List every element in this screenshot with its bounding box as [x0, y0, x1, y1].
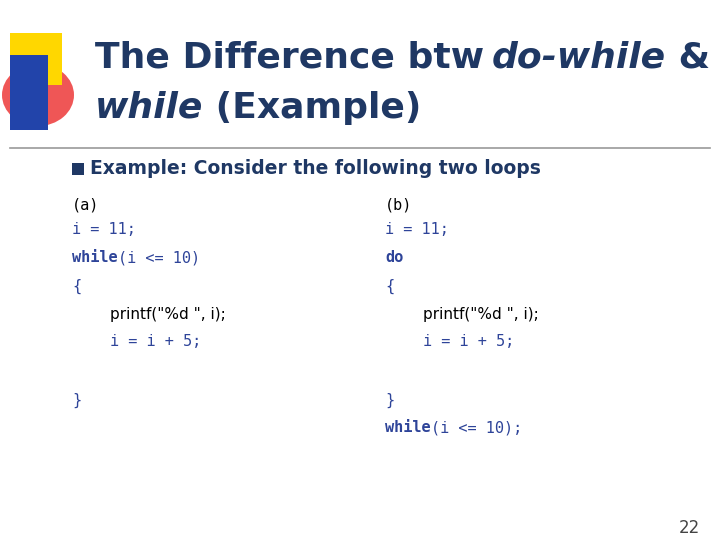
Text: (i <= 10): (i <= 10) [117, 251, 199, 266]
Text: i = 11;: i = 11; [72, 222, 136, 238]
Text: while: while [385, 421, 431, 435]
Text: (b): (b) [385, 198, 413, 213]
Text: do-while: do-while [491, 41, 665, 75]
Text: printf("%d ", i);: printf("%d ", i); [423, 307, 539, 321]
Ellipse shape [2, 64, 74, 126]
Text: &: & [665, 41, 710, 75]
Text: {: { [72, 279, 81, 294]
Text: printf("%d ", i);: printf("%d ", i); [110, 307, 226, 321]
Text: The Difference btw: The Difference btw [95, 41, 491, 75]
Text: (a): (a) [72, 198, 99, 213]
Text: while: while [95, 91, 203, 125]
Text: i = 11;: i = 11; [385, 222, 449, 238]
Text: 22: 22 [679, 519, 700, 537]
Text: }: } [385, 393, 394, 408]
Text: while: while [72, 251, 117, 266]
Text: Example: Consider the following two loops: Example: Consider the following two loop… [90, 159, 541, 178]
Bar [10, 33, 62, 85]
Text: do: do [385, 251, 403, 266]
Text: (Example): (Example) [203, 91, 422, 125]
Bar [72, 163, 84, 175]
Text: (i <= 10);: (i <= 10); [431, 421, 522, 435]
Text: }: } [72, 393, 81, 408]
Text: i = i + 5;: i = i + 5; [423, 334, 514, 349]
Text: {: { [385, 279, 394, 294]
Text: i = i + 5;: i = i + 5; [110, 334, 202, 349]
Bar [10, 55, 48, 130]
